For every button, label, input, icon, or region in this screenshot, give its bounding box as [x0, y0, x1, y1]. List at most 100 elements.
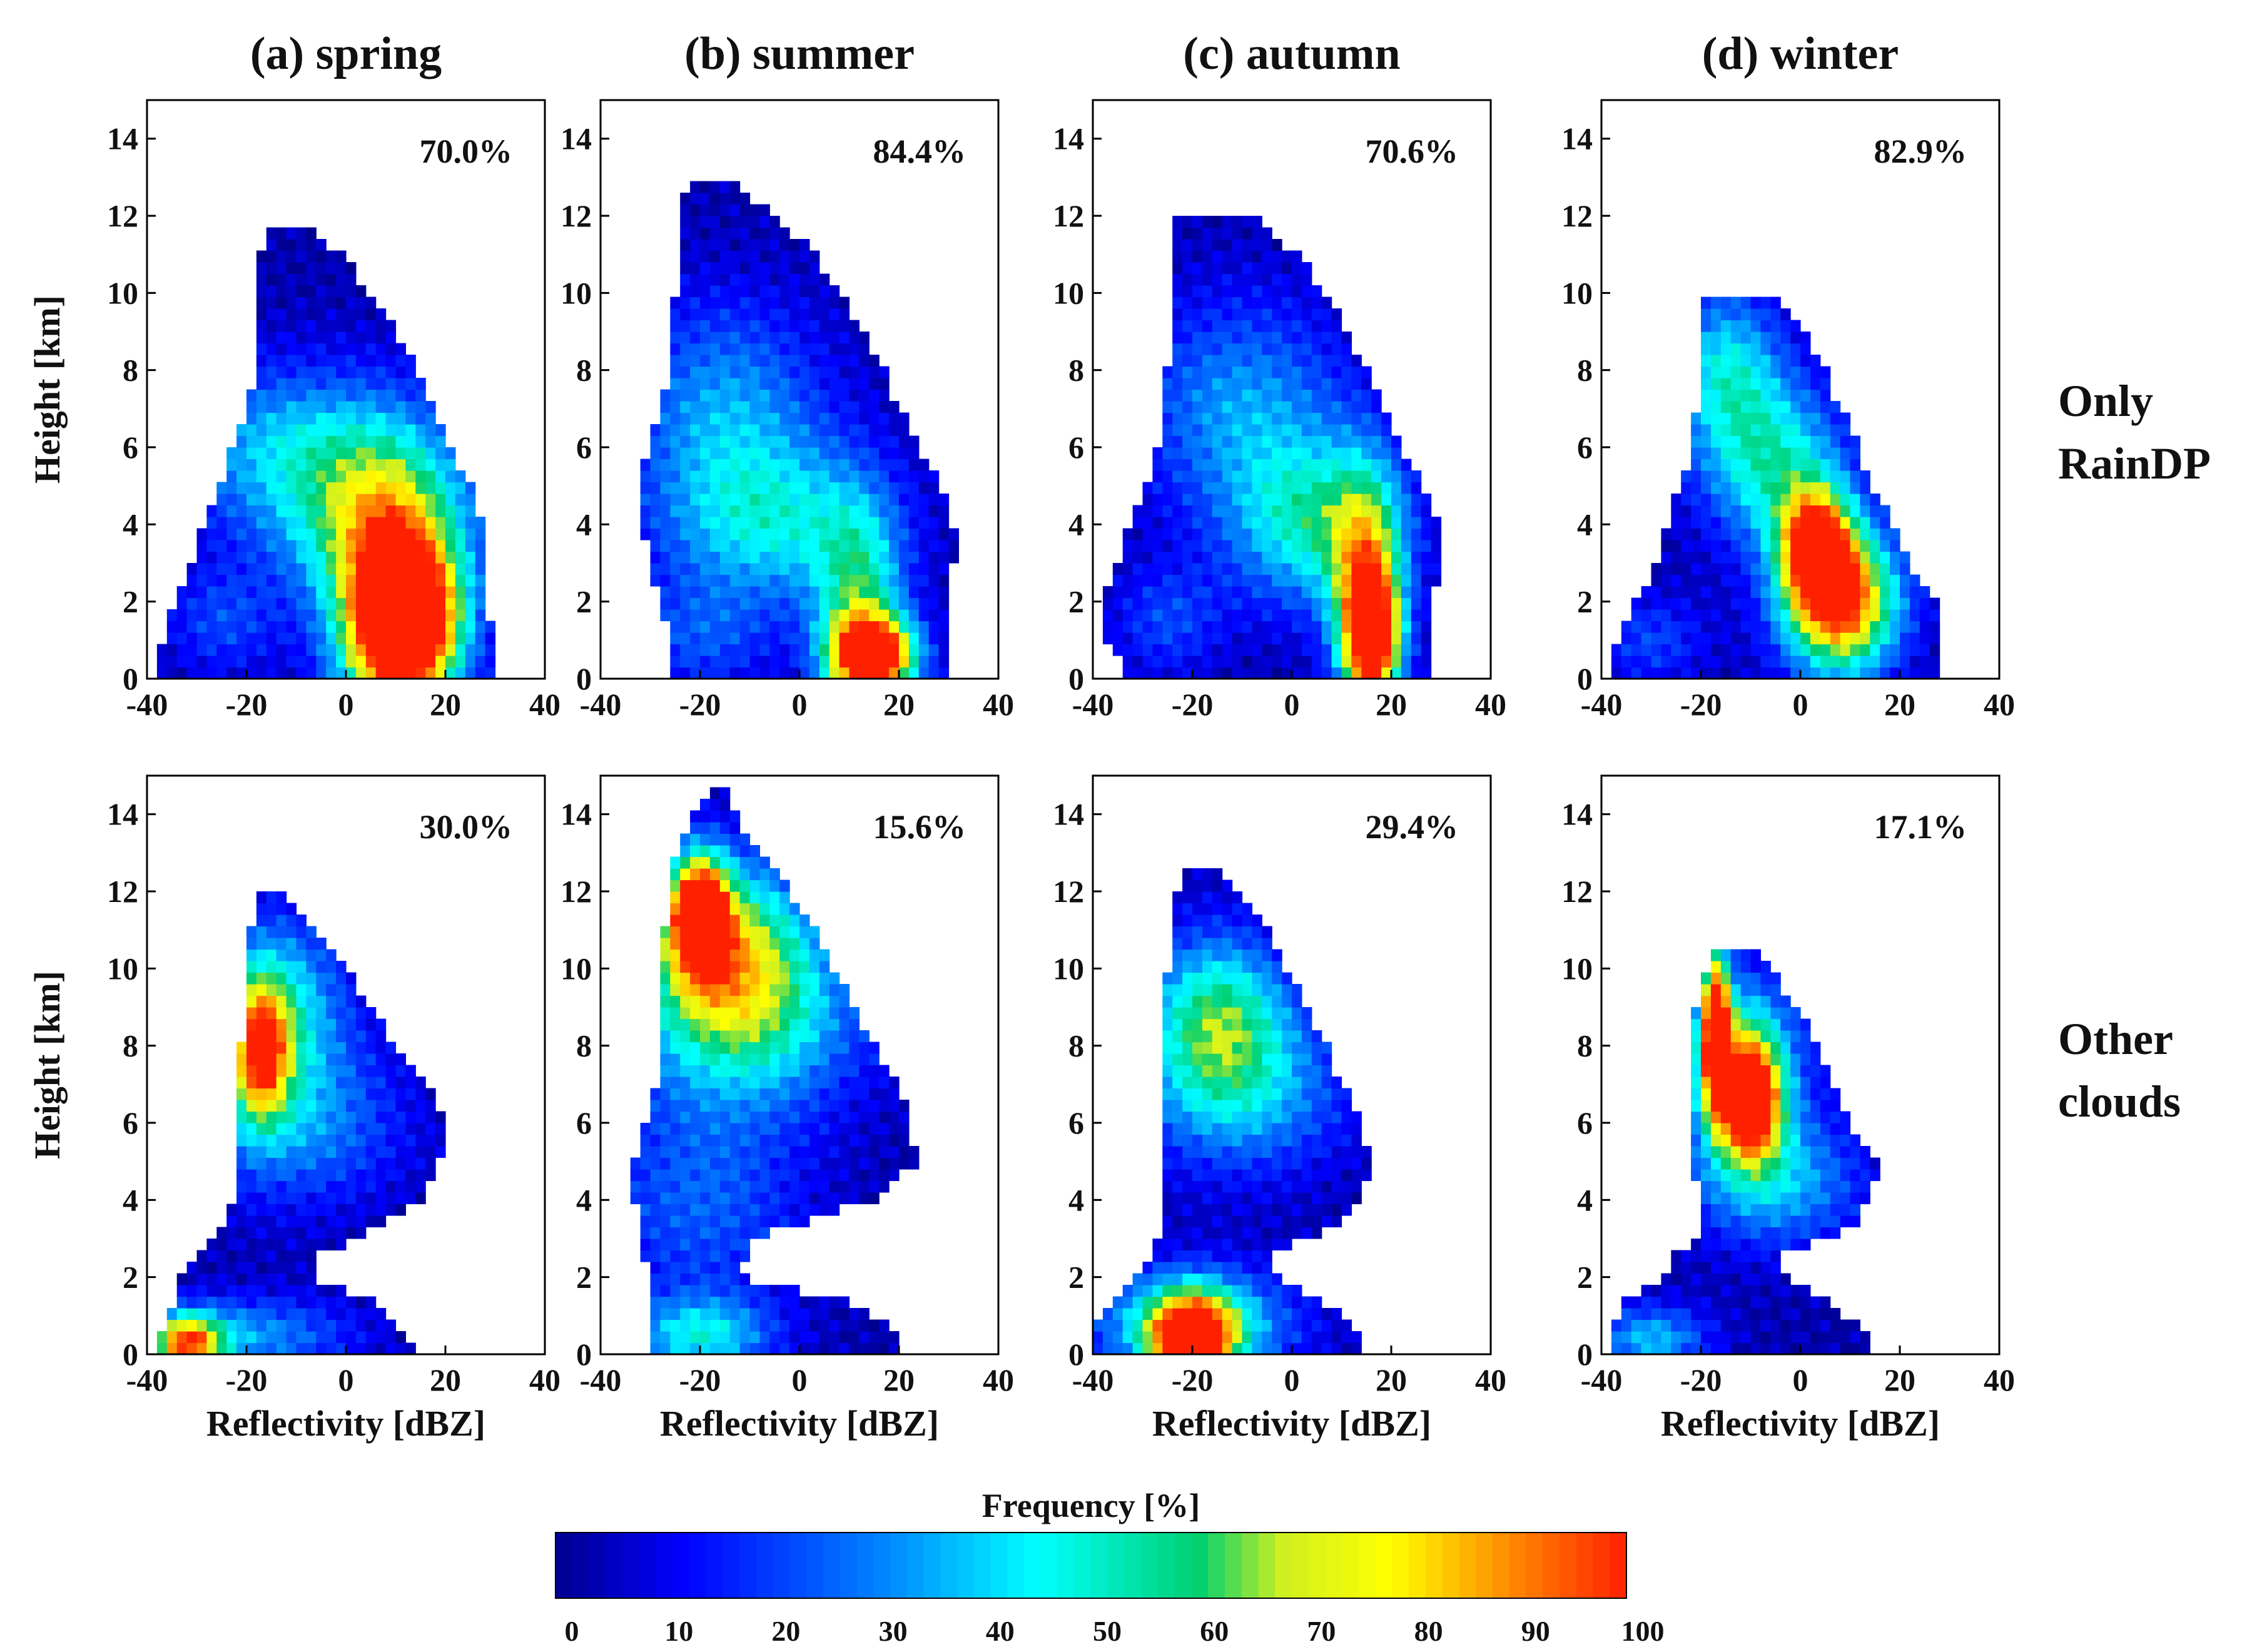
heatmap-cell: [809, 1169, 820, 1182]
heatmap-cell: [819, 1169, 830, 1182]
heatmap-cell: [375, 1111, 387, 1123]
heatmap-cell: [859, 1319, 870, 1332]
heatmap-cell: [709, 984, 721, 996]
heatmap-cell: [1840, 482, 1851, 494]
heatmap-cell: [729, 1157, 741, 1170]
heatmap-cell: [1381, 632, 1392, 645]
heatmap-cell: [385, 667, 397, 679]
heatmap-cell: [839, 1180, 850, 1193]
heatmap-cell: [1750, 482, 1761, 494]
heatmap-cell: [700, 494, 711, 506]
heatmap-cell: [1691, 424, 1702, 437]
heatmap-cell: [1222, 574, 1233, 587]
heatmap-cell: [789, 285, 800, 298]
heatmap-cell: [1172, 296, 1183, 309]
heatmap-cell: [899, 459, 910, 471]
heatmap-cell: [769, 1146, 780, 1158]
heatmap-cell: [1282, 366, 1292, 378]
heatmap-cell: [819, 401, 830, 413]
heatmap-cell: [1830, 424, 1841, 437]
heatmap-cell: [1162, 632, 1173, 645]
heatmap-cell: [918, 494, 930, 506]
heatmap-cell: [1331, 482, 1342, 494]
heatmap-cell: [1411, 470, 1422, 483]
heatmap-cell: [1720, 482, 1732, 494]
heatmap-cell: [1292, 505, 1302, 517]
heatmap-cell: [819, 459, 830, 471]
heatmap-cell: [395, 1053, 406, 1066]
heatmap-cell: [405, 1146, 416, 1158]
heatmap-cell: [849, 482, 860, 494]
heatmap-cell: [849, 644, 860, 656]
heatmap-cell: [1790, 470, 1801, 483]
heatmap-cell: [690, 1100, 701, 1112]
heatmap-cell: [1152, 609, 1163, 622]
heatmap-cell: [1311, 412, 1322, 425]
heatmap-cell: [395, 597, 406, 610]
heatmap-cell: [1222, 551, 1233, 564]
heatmap-cell: [849, 1157, 860, 1170]
heatmap-cell: [729, 1308, 741, 1320]
heatmap-cell: [908, 435, 920, 448]
heatmap-cell: [700, 1273, 711, 1285]
heatmap-cell: [719, 586, 731, 599]
heatmap-cell: [700, 285, 711, 298]
heatmap-cell: [1820, 505, 1831, 517]
heatmap-cell: [266, 435, 277, 448]
heatmap-cell: [680, 1123, 691, 1135]
heatmap-cell: [1152, 586, 1163, 599]
heatmap-cell: [286, 1053, 297, 1066]
heatmap-cell: [839, 412, 850, 425]
heatmap-cell: [879, 1146, 890, 1158]
heatmap-cell: [769, 366, 780, 378]
heatmap-cell: [1292, 551, 1302, 564]
heatmap-cell: [1252, 621, 1262, 633]
heatmap-cell: [236, 482, 247, 494]
heatmap-cell: [1172, 412, 1183, 425]
heatmap-cell: [1292, 644, 1302, 656]
heatmap-cell: [346, 1342, 357, 1355]
heatmap-cell: [276, 1262, 287, 1274]
heatmap-cell: [1790, 378, 1801, 390]
heatmap-cell: [176, 632, 188, 645]
heatmap-cell: [809, 1111, 820, 1123]
heatmap-cell: [1341, 366, 1352, 378]
heatmap-cell: [1760, 355, 1771, 367]
heatmap-cell: [256, 447, 267, 460]
heatmap-cell: [1810, 366, 1821, 378]
heatmap-cell: [1401, 505, 1412, 517]
heatmap-cell: [1242, 540, 1252, 552]
heatmap-cell: [779, 1018, 790, 1031]
heatmap-cell: [1232, 216, 1243, 228]
heatmap-cell: [405, 609, 416, 622]
heatmap-cell: [759, 551, 770, 564]
heatmap-cell: [1909, 644, 1920, 656]
heatmap-cell: [670, 597, 681, 610]
heatmap-cell: [670, 366, 681, 378]
heatmap-cell: [709, 517, 721, 529]
heatmap-cell: [1252, 459, 1262, 471]
heatmap-cell: [779, 961, 790, 973]
heatmap-cell: [1212, 563, 1223, 575]
heatmap-cell: [749, 621, 760, 633]
heatmap-cell: [415, 1077, 426, 1089]
heatmap-cell: [1112, 563, 1124, 575]
heatmap-cell: [1232, 540, 1243, 552]
heatmap-cell: [849, 389, 860, 402]
heatmap-cell: [1172, 366, 1183, 378]
heatmap-cell: [700, 332, 711, 344]
heatmap-cell: [1760, 320, 1771, 332]
heatmap-cell: [1371, 644, 1382, 656]
heatmap-cell: [799, 609, 810, 622]
heatmap-cell: [1651, 574, 1661, 587]
heatmap-cell: [709, 193, 721, 205]
heatmap-cell: [799, 424, 810, 437]
heatmap-cell: [1890, 528, 1900, 540]
heatmap-cell: [1730, 366, 1742, 378]
heatmap-cell: [839, 1065, 850, 1077]
heatmap-cell: [1381, 459, 1392, 471]
heatmap-cell: [869, 482, 880, 494]
heatmap-cell: [859, 435, 870, 448]
heatmap-cell: [690, 1239, 701, 1251]
heatmap-cell: [1351, 540, 1362, 552]
